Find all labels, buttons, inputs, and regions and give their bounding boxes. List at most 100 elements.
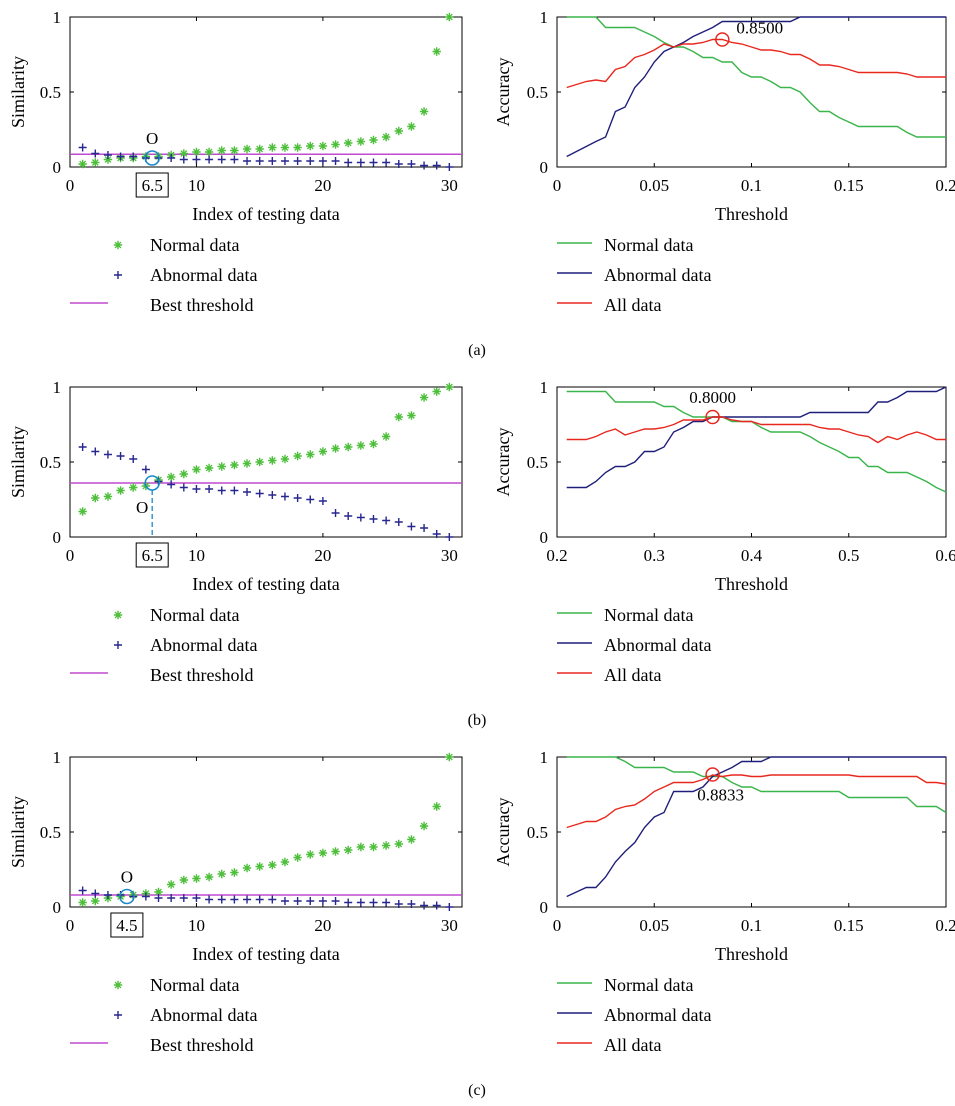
abnormal-data-point [382, 158, 391, 167]
x-axis-label: Threshold [715, 944, 788, 964]
abnormal-data-point [255, 895, 264, 904]
x-tick-label: 20 [314, 176, 331, 195]
best-accuracy-label: 0.8000 [689, 388, 736, 407]
abnormal-data-point [217, 895, 226, 904]
x-tick-label: 0 [66, 176, 75, 195]
normal-data-point [343, 138, 353, 148]
abnormal-data-point [420, 901, 429, 910]
abnormal-data-point [179, 894, 188, 902]
boxed-tick-label: 6.5 [142, 176, 163, 195]
abnormal-data-point [116, 452, 125, 460]
legend-entry-label: Normal data [150, 975, 239, 995]
abnormal-data-point [114, 1011, 122, 1019]
x-tick-label: 0.1 [741, 176, 762, 195]
abnormal-data-point [382, 898, 391, 907]
abnormal-data-point [369, 158, 378, 167]
y-tick-label: 1 [53, 8, 62, 27]
normal-data-point [356, 441, 366, 450]
abnormal-data-line [566, 756, 946, 898]
all-data-line [566, 416, 946, 444]
abnormal-data-point [230, 155, 239, 164]
legend-entry-label: All data [604, 665, 661, 685]
x-tick-label: 0.4 [741, 546, 763, 565]
abnormal-data-point [445, 163, 454, 171]
abnormal-data-point [318, 157, 327, 165]
x-tick-label: 0.5 [838, 546, 859, 565]
abnormal-data-point [306, 897, 315, 905]
abnormal-data-point [407, 522, 416, 531]
normal-data-point [280, 143, 290, 152]
x-axis-label: Index of testing data [192, 204, 339, 224]
abnormal-data-point [394, 900, 403, 908]
abnormal-data-point [192, 485, 201, 493]
normal-data-point [343, 845, 353, 855]
abnormal-data-point [230, 486, 239, 495]
normal-data-point [407, 122, 416, 131]
panel-b-scatter-plot: 0 10 20 30 0 0.5 1 Index of testing data Similar… [8, 378, 463, 594]
x-tick-label: 0.3 [644, 546, 665, 565]
abnormal-data-point [217, 486, 226, 495]
abnormal-data-point [407, 900, 416, 908]
abnormal-data-point [445, 903, 454, 911]
y-axis-label: Similarity [8, 426, 28, 498]
abnormal-data-point [268, 895, 277, 904]
abnormal-data-point [91, 889, 100, 898]
y-tick-label: 0.5 [527, 453, 548, 472]
normal-data-point [192, 874, 201, 883]
all-data-line [566, 38, 946, 89]
y-tick-label: 0 [53, 528, 62, 547]
normal-data-point [255, 144, 264, 154]
x-axis-label: Threshold [715, 574, 788, 594]
normal-data-point [113, 980, 123, 990]
abnormal-data-point [331, 157, 340, 165]
normal-data-point [419, 393, 429, 402]
x-tick-label: 20 [314, 916, 331, 935]
normal-data-point [407, 411, 416, 420]
abnormal-data-point [205, 155, 214, 164]
abnormal-data-point [344, 512, 353, 520]
normal-data-point [394, 839, 403, 849]
normal-data-point [255, 457, 264, 467]
normal-data-point [331, 847, 340, 856]
panel-a-line-plot: 0 0.05 0.1 0.15 0.2 0 0.5 1 Threshold Accuracy 0.8… [493, 8, 955, 224]
abnormal-data-line [566, 16, 946, 158]
x-tick-label: 0.15 [834, 916, 864, 935]
normal-data-point [179, 469, 189, 479]
plot-frame [556, 386, 947, 538]
normal-data-point [343, 442, 353, 452]
normal-data-point [293, 451, 302, 461]
normal-data-point [268, 860, 277, 870]
x-tick-label: 0 [553, 176, 562, 195]
normal-data-point [154, 887, 163, 897]
normal-data-point [306, 450, 315, 459]
x-tick-label: 0.05 [639, 916, 669, 935]
abnormal-data-point [318, 897, 327, 905]
abnormal-data-point [192, 894, 201, 902]
abnormal-data-point [179, 483, 188, 492]
plot-frame [556, 756, 947, 908]
normal-data-point [91, 158, 100, 167]
abnormal-data-point [243, 488, 252, 496]
abnormal-data-point [129, 455, 138, 463]
normal-data-point [394, 412, 403, 422]
normal-data-point [204, 147, 214, 157]
normal-data-point [91, 493, 100, 503]
panel-caption: (a) [468, 342, 486, 359]
abnormal-data-point [217, 155, 226, 164]
y-tick-label: 0 [540, 158, 549, 177]
legend-entry-label: Abnormal data [150, 265, 257, 285]
abnormal-data-point [141, 892, 150, 901]
y-tick-label: 0 [53, 158, 62, 177]
abnormal-data-point [356, 898, 365, 907]
legend-panel-2: Normal data Abnormal data Best threshold No… [70, 975, 711, 1099]
normal-data-point [166, 472, 176, 482]
panel-b-line-plot: 0.2 0.3 0.4 0.5 0.6 0 0.5 1 Threshold Accuracy 0.8… [493, 378, 955, 594]
abnormal-data-point [407, 160, 416, 168]
legend-entry-label: All data [604, 1035, 661, 1055]
legend-entry-label: Normal data [150, 235, 239, 255]
abnormal-data-point [369, 898, 378, 907]
y-axis-label: Similarity [8, 796, 28, 868]
abnormal-data-point [382, 516, 391, 525]
abnormal-data-line [566, 386, 947, 489]
legend-entry-label: Best threshold [150, 1035, 254, 1055]
